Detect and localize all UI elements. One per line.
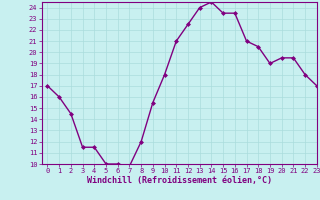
X-axis label: Windchill (Refroidissement éolien,°C): Windchill (Refroidissement éolien,°C) xyxy=(87,176,272,185)
